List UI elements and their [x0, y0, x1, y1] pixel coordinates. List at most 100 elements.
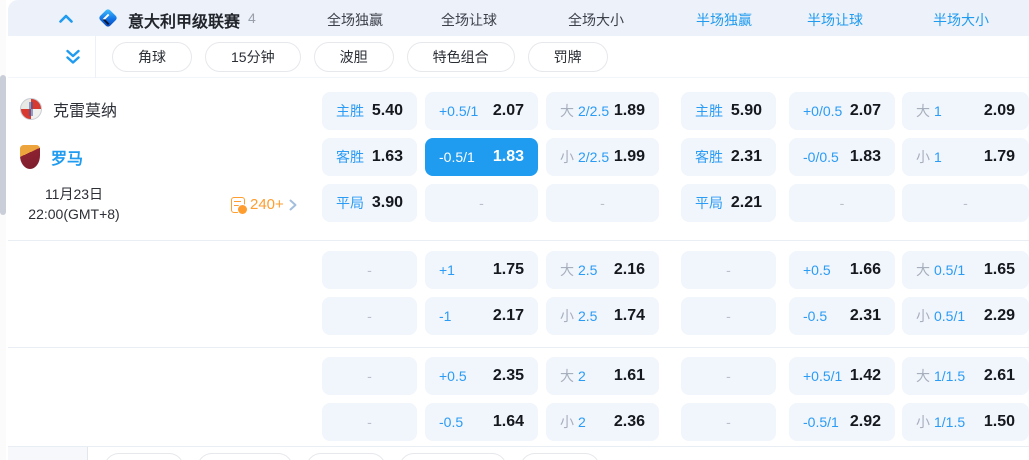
odds-value: 1.79 [983, 148, 1015, 165]
odds-label: 大 1/1.5 [916, 368, 966, 384]
odds-label: 客胜 [695, 149, 723, 165]
odds-cell-r6-c3[interactable]: 大 2 1.61 [546, 357, 659, 395]
odds-value: 2.92 [849, 413, 881, 430]
odds-cell-r4-c3[interactable]: 大 2.5 2.16 [546, 251, 659, 289]
odds-cell-r5-c3[interactable]: 小 2.5 1.74 [546, 297, 659, 335]
odds-cell-r6-c5[interactable]: +0.5/1 1.42 [789, 357, 895, 395]
chevron-up-icon [59, 14, 73, 23]
odds-cell-r1-c6[interactable]: 大 1 2.09 [902, 92, 1029, 130]
odds-cell-r1-c1[interactable]: 主胜 5.40 [322, 92, 417, 130]
odds-value: 2.35 [492, 367, 524, 384]
filter-pill-2[interactable]: 15分钟 [205, 42, 301, 72]
odds-cell-r3-c4[interactable]: 平局 2.21 [681, 184, 776, 222]
odds-cell-r3-c3[interactable]: - [546, 184, 659, 222]
odds-label: 小 2.5 [560, 308, 598, 324]
filter-pill-1[interactable]: 角球 [112, 42, 192, 72]
next-filter-pill-1[interactable]: 角球 [104, 453, 184, 460]
empty-odds-placeholder: - [479, 195, 484, 211]
odds-cell-r2-c1[interactable]: 客胜 1.63 [322, 138, 417, 176]
odds-cell-r6-c2[interactable]: +0.5 2.35 [425, 357, 538, 395]
odds-value: 2.29 [983, 307, 1015, 324]
market-tab-1[interactable]: 全场独赢 [327, 12, 383, 28]
odds-label: +1 [439, 262, 455, 278]
odds-cell-r3-c5[interactable]: - [789, 184, 895, 222]
odds-cell-r2-c6[interactable]: 小 1 1.79 [902, 138, 1029, 176]
odds-cell-r4-c6[interactable]: 大 0.5/1 1.65 [902, 251, 1029, 289]
match-time: 22:00(GMT+8) [28, 206, 120, 222]
empty-odds-placeholder: - [600, 195, 605, 211]
odds-cell-r7-c4[interactable]: - [681, 403, 776, 441]
market-tab-2[interactable]: 全场让球 [441, 12, 497, 28]
odds-value: 5.90 [730, 102, 762, 119]
serie-a-logo-icon [98, 8, 118, 28]
odds-cell-r2-c2[interactable]: -0.5/1 1.83 [425, 138, 538, 176]
next-filter-pill-3[interactable]: 波胆 [305, 453, 386, 460]
filter-pill-3[interactable]: 波胆 [313, 42, 394, 72]
odds-cell-r4-c5[interactable]: +0.5 1.66 [789, 251, 895, 289]
empty-odds-placeholder: - [726, 414, 731, 430]
next-filter-pill-5[interactable]: 罚牌 [519, 453, 600, 460]
next-section-filter-pills: 角球 15分钟 波胆 特色组合 罚牌 [104, 453, 600, 460]
odds-cell-r3-c6[interactable]: - [902, 184, 1029, 222]
odds-cell-r6-c4[interactable]: - [681, 357, 776, 395]
odds-label: -0.5/1 [803, 414, 839, 430]
odds-cell-r5-c5[interactable]: -0.5 2.31 [789, 297, 895, 335]
odds-value: 2.07 [492, 102, 524, 119]
odds-value: 2.21 [730, 194, 762, 211]
odds-cell-r1-c4[interactable]: 主胜 5.90 [681, 92, 776, 130]
odds-label: +0.5/1 [803, 368, 843, 384]
odds-label: -0.5 [439, 414, 464, 430]
odds-cell-r5-c6[interactable]: 小 0.5/1 2.29 [902, 297, 1029, 335]
odds-label: 大 2/2.5 [560, 103, 610, 119]
market-tab-6[interactable]: 半场大小 [933, 12, 989, 28]
empty-odds-placeholder: - [726, 368, 731, 384]
odds-label: 平局 [336, 195, 364, 211]
empty-odds-placeholder: - [367, 262, 372, 278]
empty-odds-placeholder: - [726, 262, 731, 278]
expand-all-button[interactable] [60, 45, 86, 69]
odds-cell-r7-c1[interactable]: - [322, 403, 417, 441]
odds-value: 2.31 [730, 148, 762, 165]
odds-label: 平局 [695, 195, 723, 211]
odds-cell-r6-c6[interactable]: 大 1/1.5 2.61 [902, 357, 1029, 395]
filter-pill-5[interactable]: 罚牌 [527, 42, 608, 72]
odds-cell-r4-c1[interactable]: - [322, 251, 417, 289]
odds-cell-r5-c2[interactable]: -1 2.17 [425, 297, 538, 335]
odds-label: 大 0.5/1 [916, 262, 966, 278]
filter-pill-4[interactable]: 特色组合 [406, 42, 515, 72]
odds-cell-r7-c6[interactable]: 小 1/1.5 1.50 [902, 403, 1029, 441]
odds-cell-r5-c4[interactable]: - [681, 297, 776, 335]
next-filter-pill-4[interactable]: 特色组合 [398, 453, 507, 460]
odds-cell-r2-c4[interactable]: 客胜 2.31 [681, 138, 776, 176]
odds-cell-r3-c1[interactable]: 平局 3.90 [322, 184, 417, 222]
odds-label: 小 2/2.5 [560, 149, 610, 165]
odds-cell-r1-c2[interactable]: +0.5/1 2.07 [425, 92, 538, 130]
odds-cell-r1-c3[interactable]: 大 2/2.5 1.89 [546, 92, 659, 130]
odds-cell-r7-c2[interactable]: -0.5 1.64 [425, 403, 538, 441]
odds-cell-r3-c2[interactable]: - [425, 184, 538, 222]
odds-cell-r2-c5[interactable]: -0/0.5 1.83 [789, 138, 895, 176]
odds-cell-r4-c4[interactable]: - [681, 251, 776, 289]
odds-cell-r1-c5[interactable]: +0/0.5 2.07 [789, 92, 895, 130]
next-filter-pill-2[interactable]: 15分钟 [197, 453, 293, 460]
odds-cell-r2-c3[interactable]: 小 2/2.5 1.99 [546, 138, 659, 176]
more-markets-link[interactable]: 240+ [231, 196, 297, 215]
market-tab-4[interactable]: 半场独赢 [696, 12, 752, 28]
left-scrollbar-thumb[interactable] [0, 75, 6, 215]
collapse-section-button[interactable] [54, 7, 78, 29]
odds-cell-r4-c2[interactable]: +1 1.75 [425, 251, 538, 289]
market-tab-5[interactable]: 半场让球 [807, 12, 863, 28]
left-scrollbar-track[interactable] [0, 0, 6, 460]
odds-value: 1.75 [492, 261, 524, 278]
market-tab-3[interactable]: 全场大小 [568, 12, 624, 28]
odds-cell-r5-c1[interactable]: - [322, 297, 417, 335]
home-team-name: 克雷莫纳 [53, 103, 118, 120]
match-datetime: 11月23日 22:00(GMT+8) [8, 184, 140, 224]
odds-cell-r7-c5[interactable]: -0.5/1 2.92 [789, 403, 895, 441]
chevron-right-icon [289, 199, 297, 211]
odds-cell-r6-c1[interactable]: - [322, 357, 417, 395]
roma-crest-icon [20, 145, 40, 169]
odds-cell-r7-c3[interactable]: 小 2 2.36 [546, 403, 659, 441]
